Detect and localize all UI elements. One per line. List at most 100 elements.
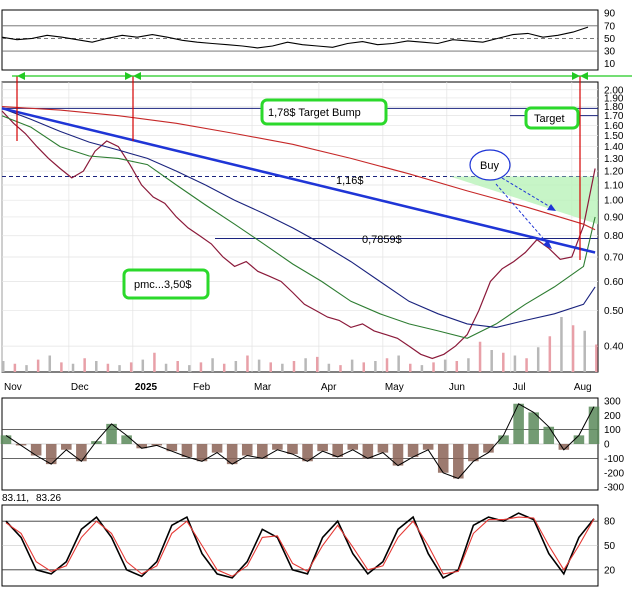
volume-bar bbox=[409, 363, 412, 372]
oscillator-bar bbox=[302, 444, 313, 462]
oscillator-bar bbox=[61, 444, 72, 450]
oscillator-bar bbox=[407, 444, 419, 457]
oscillator-bar bbox=[45, 444, 57, 465]
oscillator-bar bbox=[483, 444, 494, 453]
rsi-tick-label: 10 bbox=[604, 59, 616, 70]
volume-bar bbox=[292, 361, 296, 372]
volume-bar bbox=[71, 363, 75, 372]
volume-bar bbox=[385, 358, 389, 372]
oscillator-bar bbox=[211, 444, 223, 453]
target-bump-label: 1,78$ Target Bump bbox=[268, 107, 361, 119]
price-tick-label: 1.00 bbox=[604, 196, 624, 207]
buy-ellipse bbox=[469, 149, 511, 181]
target-zone bbox=[450, 176, 598, 225]
volume-bar bbox=[222, 363, 226, 372]
price-line bbox=[1, 110, 596, 360]
volume-bar bbox=[420, 365, 424, 372]
oscillator-line bbox=[5, 403, 595, 480]
oscillator-bar bbox=[453, 444, 464, 479]
price-tick-label: 2.00 bbox=[604, 85, 624, 96]
oscillator-bar bbox=[15, 444, 27, 446]
volume-bar bbox=[25, 365, 28, 372]
oscillator-bar bbox=[257, 444, 268, 459]
period-arrowhead bbox=[572, 72, 580, 80]
month-label: Jul bbox=[513, 382, 526, 393]
volume-bar bbox=[164, 363, 168, 372]
buy-arrowhead-lower bbox=[543, 240, 552, 249]
period-arrowhead bbox=[580, 72, 588, 80]
volume-bar bbox=[257, 359, 261, 372]
volume-bar bbox=[199, 362, 203, 372]
volume-bar bbox=[234, 361, 238, 372]
volume-bar bbox=[36, 359, 40, 372]
volume-bar bbox=[362, 362, 366, 372]
price-tick-label: 1.80 bbox=[604, 102, 624, 113]
volume-bar bbox=[83, 358, 86, 372]
oscillator-tick-label: -100 bbox=[604, 454, 624, 465]
volume-bar bbox=[467, 358, 470, 372]
price-tick-label: 0.40 bbox=[604, 342, 624, 353]
oscillator-bar bbox=[181, 444, 193, 457]
volume-bar bbox=[304, 358, 307, 372]
oscillator-tick-label: -300 bbox=[604, 483, 624, 494]
oscillator-bar bbox=[226, 444, 238, 465]
volume-bar bbox=[490, 350, 493, 372]
oscillator-bar bbox=[317, 444, 328, 452]
oscillator-bar bbox=[528, 412, 539, 444]
price-tick-label: 0.70 bbox=[604, 252, 624, 263]
oscillator-bar bbox=[76, 444, 87, 462]
oscillator-bar bbox=[513, 403, 524, 444]
oscillator-bar bbox=[91, 441, 102, 444]
volume-bar bbox=[269, 362, 272, 372]
oscillator-bar bbox=[392, 444, 404, 466]
stochastic-tick-label: 50 bbox=[604, 541, 616, 552]
price-tick-label: 1.40 bbox=[604, 142, 624, 153]
volume-bar bbox=[129, 362, 133, 372]
oscillator-tick-label: 300 bbox=[604, 396, 621, 407]
oscillator-bar bbox=[588, 406, 600, 444]
volume-bar bbox=[327, 363, 331, 372]
volume-bar bbox=[48, 355, 52, 372]
volume-bar bbox=[350, 359, 354, 372]
volume-bar bbox=[141, 359, 145, 372]
volume-bar bbox=[513, 355, 517, 372]
volume-bar bbox=[443, 359, 447, 372]
volume-bar bbox=[2, 361, 5, 372]
oscillator-bar bbox=[30, 444, 42, 456]
oscillator-bar bbox=[558, 444, 570, 450]
rsi-tick-label: 50 bbox=[604, 34, 616, 45]
month-label: Jun bbox=[449, 382, 465, 393]
buy-arrowhead-upper bbox=[547, 204, 556, 211]
oscillator-tick-label: 100 bbox=[604, 425, 621, 436]
ma-long-line bbox=[1, 106, 596, 231]
volume-bar bbox=[560, 317, 563, 372]
oscillator-bar bbox=[332, 444, 343, 457]
oscillator-bar bbox=[468, 444, 479, 462]
buy-label: Buy bbox=[480, 160, 499, 172]
volume-bar bbox=[397, 355, 400, 372]
price-tick-label: 1.10 bbox=[604, 180, 624, 191]
price-tick-label: 1.30 bbox=[604, 154, 624, 165]
target-box bbox=[524, 106, 580, 130]
level-116-label: 1,16$ bbox=[336, 175, 364, 187]
month-label: Nov bbox=[4, 382, 22, 393]
level-07859-label: 0,7859$ bbox=[362, 234, 402, 246]
stochastic-tick-label: 80 bbox=[604, 517, 616, 528]
volume-bar bbox=[176, 361, 179, 372]
price-tick-label: 1.20 bbox=[604, 167, 624, 178]
price-tick-label: 1.50 bbox=[604, 131, 624, 142]
volume-bar bbox=[374, 361, 377, 372]
oscillator-bar bbox=[377, 444, 389, 453]
month-label: Feb bbox=[193, 382, 211, 393]
price-tick-label: 0.60 bbox=[604, 277, 624, 288]
oscillator-bar bbox=[121, 435, 132, 444]
target-label: Target bbox=[534, 113, 565, 125]
volume-bar bbox=[478, 341, 482, 372]
month-label: May bbox=[385, 382, 404, 393]
volume-bar bbox=[246, 355, 249, 372]
price-tick-label: 0.80 bbox=[604, 231, 624, 242]
volume-bar bbox=[525, 358, 528, 372]
oscillator-bar bbox=[573, 435, 585, 444]
volume-bar bbox=[536, 347, 540, 372]
